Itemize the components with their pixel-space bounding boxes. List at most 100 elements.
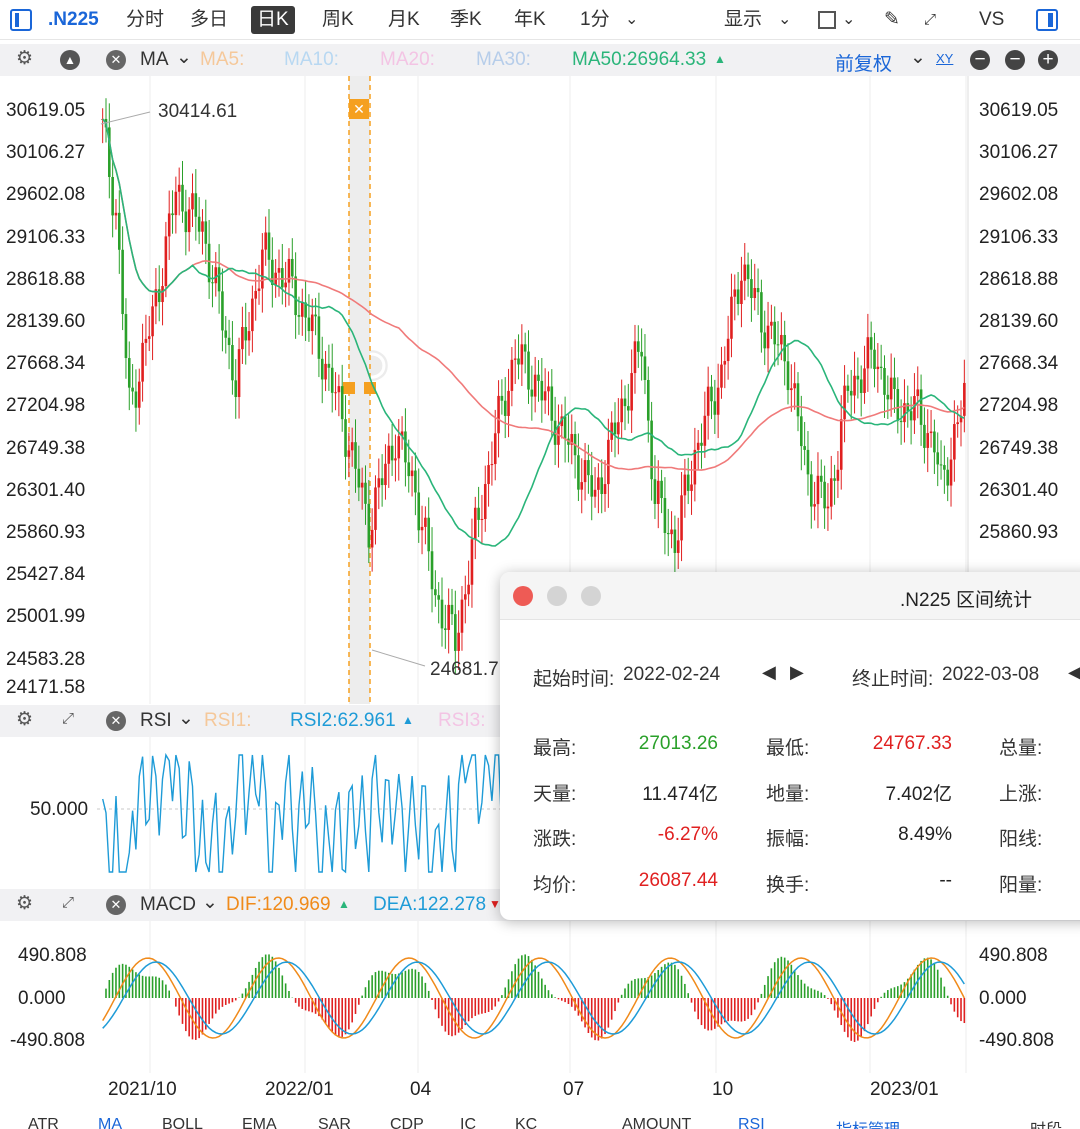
candlestick-chart[interactable]: ◉ xyxy=(0,76,1080,704)
tab-ic[interactable]: IC xyxy=(460,1116,476,1129)
tab-indicator-manage[interactable]: 指标管理 xyxy=(836,1116,900,1129)
candle-body xyxy=(617,422,620,435)
brush-icon[interactable]: ✎ xyxy=(884,9,900,30)
candle-body xyxy=(716,387,720,415)
stat-label: 地量: xyxy=(766,784,810,805)
top-toolbar: .N225 分时 多日 日K 周K 月K 季K 年K 1分 ⌄ 显示 ⌄ ⌄ ✎… xyxy=(0,0,1080,40)
range-close-icon[interactable]: ✕ xyxy=(349,99,369,119)
dif-value: DIF:120.969 xyxy=(226,894,331,915)
tab-ma[interactable]: MA xyxy=(98,1116,122,1129)
candle-body xyxy=(560,416,564,427)
gear-icon[interactable]: ⚙ xyxy=(16,709,34,730)
rsi-label[interactable]: RSI xyxy=(140,710,172,731)
zoom-out-icon[interactable]: − xyxy=(1005,50,1025,70)
candle-body xyxy=(320,358,324,380)
collapse-icon[interactable]: ▲ xyxy=(60,50,80,70)
prev-arrow-icon[interactable]: ◀ xyxy=(762,662,776,682)
checkbox-icon[interactable] xyxy=(818,11,836,29)
tab-amount[interactable]: AMOUNT xyxy=(622,1116,692,1129)
tab-ema[interactable]: EMA xyxy=(242,1116,277,1129)
end-arrow-icon[interactable]: ◀ xyxy=(1068,662,1080,682)
price-tick-label: 28618.88 xyxy=(6,268,86,290)
display-menu[interactable]: 显示 xyxy=(724,9,763,30)
candle-body xyxy=(127,358,131,388)
zoom-out-icon[interactable]: − xyxy=(970,50,990,70)
window-maximize-button[interactable] xyxy=(581,586,601,606)
candle-body xyxy=(846,385,850,391)
vs-button[interactable]: VS xyxy=(979,9,1005,30)
price-tick-label: 30619.05 xyxy=(979,100,1059,121)
window-minimize-button[interactable] xyxy=(547,586,567,606)
tab-kc[interactable]: KC xyxy=(515,1116,538,1129)
tab-monthly-k[interactable]: 月K xyxy=(388,9,420,30)
candle-body xyxy=(916,389,920,397)
candle-body xyxy=(294,276,297,316)
gear-icon[interactable]: ⚙ xyxy=(16,893,34,914)
tab-intraday[interactable]: 分时 xyxy=(126,9,165,30)
candle-body xyxy=(593,489,597,497)
chevron-down-icon[interactable]: ⌄ xyxy=(202,892,218,913)
tab-daily-k[interactable]: 日K xyxy=(251,6,295,34)
candle-body xyxy=(793,383,796,389)
rsi2-arrow: ▲ xyxy=(402,713,414,727)
adjust-select[interactable]: 前复权 xyxy=(835,54,893,75)
gear-icon[interactable]: ⚙ xyxy=(16,48,34,69)
candle-body xyxy=(457,632,460,651)
chevron-down-icon[interactable]: ⌄ xyxy=(778,11,792,28)
end-time-value: 2022-03-08 xyxy=(942,664,1040,685)
chevron-down-icon[interactable]: ⌄ xyxy=(842,11,856,28)
chevron-down-icon[interactable]: ⌄ xyxy=(178,708,194,729)
macd-label[interactable]: MACD xyxy=(140,894,196,915)
candle-body xyxy=(330,367,334,393)
candle-body xyxy=(839,419,843,470)
tab-session[interactable]: 时段 xyxy=(1030,1116,1062,1129)
sidebar-toggle-icon[interactable] xyxy=(10,9,32,31)
fullscreen-icon[interactable]: ⤢ xyxy=(924,11,937,28)
tab-boll[interactable]: BOLL xyxy=(162,1116,203,1129)
candle-body xyxy=(417,492,421,531)
close-icon[interactable]: ✕ xyxy=(106,711,126,731)
ma-label[interactable]: MA xyxy=(140,49,169,70)
zoom-in-icon[interactable]: + xyxy=(1038,50,1058,70)
tab-cdp[interactable]: CDP xyxy=(390,1116,424,1129)
symbol-label[interactable]: .N225 xyxy=(48,9,99,30)
expand-icon[interactable]: ⤢ xyxy=(62,710,75,727)
tab-multiday[interactable]: 多日 xyxy=(190,9,229,30)
close-icon[interactable]: ✕ xyxy=(106,895,126,915)
candle-body xyxy=(866,337,870,369)
candle-body xyxy=(194,193,198,217)
price-tick-label: 26749.38 xyxy=(979,437,1059,459)
candle-body xyxy=(344,419,347,457)
xy-scale-icon[interactable]: XY xyxy=(936,51,954,66)
price-tick-label: 29106.33 xyxy=(6,226,86,248)
tab-weekly-k[interactable]: 周K xyxy=(322,9,354,30)
macd-chart[interactable] xyxy=(0,921,1080,1073)
next-arrow-icon[interactable]: ▶ xyxy=(790,662,804,682)
chevron-down-icon[interactable]: ⌄ xyxy=(625,11,639,28)
candle-body xyxy=(241,327,244,350)
candle-body xyxy=(507,390,510,416)
window-title: .N225 区间统计 xyxy=(900,590,1032,611)
interval-select[interactable]: 1分 xyxy=(580,9,610,30)
candle-body xyxy=(933,431,936,453)
chevron-down-icon[interactable]: ⌄ xyxy=(176,47,192,68)
tab-rsi[interactable]: RSI xyxy=(738,1116,765,1129)
candle-body xyxy=(281,268,284,288)
candle-body xyxy=(181,184,184,212)
panel-toggle-icon[interactable] xyxy=(1036,9,1058,31)
candle-body xyxy=(736,289,740,304)
window-close-button[interactable] xyxy=(513,586,533,606)
chevron-down-icon[interactable]: ⌄ xyxy=(910,47,926,68)
candle-body xyxy=(204,221,208,244)
tab-atr[interactable]: ATR xyxy=(28,1116,59,1129)
expand-icon[interactable]: ⤢ xyxy=(62,894,75,911)
candle-body xyxy=(550,386,554,421)
tab-sar[interactable]: SAR xyxy=(318,1116,351,1129)
price-tick-label: 27668.34 xyxy=(6,353,86,375)
close-icon[interactable]: ✕ xyxy=(106,50,126,70)
candle-body xyxy=(197,216,201,232)
candle-body xyxy=(410,470,414,477)
tab-yearly-k[interactable]: 年K xyxy=(514,9,546,30)
tab-quarterly-k[interactable]: 季K xyxy=(450,9,482,30)
candle-body xyxy=(447,604,450,630)
